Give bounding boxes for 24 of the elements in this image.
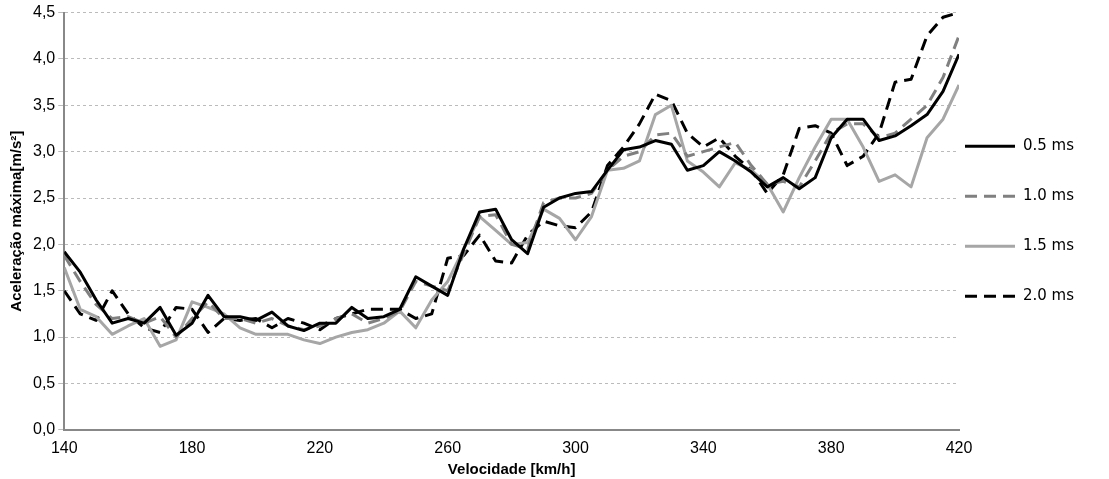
x-tick-label: 340 bbox=[690, 438, 717, 456]
legend-label: 2.0 ms bbox=[1023, 286, 1075, 305]
legend-label: 1.5 ms bbox=[1023, 236, 1075, 255]
y-axis-title: Aceleração máxima[m/s²] bbox=[7, 130, 25, 312]
y-tick-label: 4,5 bbox=[32, 3, 56, 21]
y-tick-label: 2,5 bbox=[32, 188, 56, 206]
y-tick-label: 2,0 bbox=[32, 234, 56, 252]
x-tick-label: 300 bbox=[562, 438, 589, 456]
y-tick-label: 3,5 bbox=[32, 95, 56, 113]
y-tick-label: 1,0 bbox=[32, 327, 56, 345]
x-tick-label: 260 bbox=[434, 438, 462, 456]
legend-label: 0.5 ms bbox=[1023, 136, 1075, 155]
y-tick-label: 0,5 bbox=[32, 373, 56, 391]
x-tick-label: 420 bbox=[945, 438, 973, 456]
x-tick-label: 220 bbox=[306, 438, 334, 456]
y-tick-label: 0,0 bbox=[32, 420, 56, 438]
legend-label: 1.0 ms bbox=[1023, 186, 1075, 205]
y-tick-label: 1,5 bbox=[32, 281, 56, 299]
x-tick-label: 180 bbox=[178, 438, 206, 456]
y-tick-label: 4,0 bbox=[32, 49, 56, 67]
x-axis-title: Velocidade [km/h] bbox=[447, 460, 576, 478]
y-tick-label: 3,0 bbox=[32, 142, 56, 160]
x-tick-label: 380 bbox=[817, 438, 845, 456]
x-tick-label: 140 bbox=[50, 438, 78, 456]
